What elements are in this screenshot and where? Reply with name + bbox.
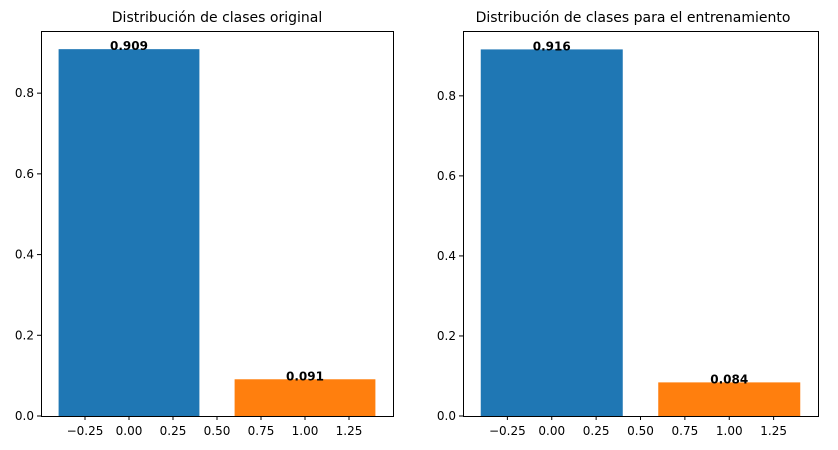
bar (480, 49, 623, 416)
x-tick-label: 0.25 (160, 424, 187, 438)
plot-area: −0.25 0.00 0.25 0.50 0.75 1.00 1.25 0.0 0.2 0.4 0.… (437, 31, 819, 438)
x-tick-label: 1.00 (716, 424, 743, 438)
data-label: 0.916 (533, 39, 571, 53)
y-tick-label: 0.8 (15, 86, 34, 100)
y-tick-label: 0.8 (437, 89, 456, 103)
y-tick-label: 0.4 (15, 248, 34, 262)
y-tick-label: 0.6 (15, 167, 34, 181)
y-tick-label: 0.2 (15, 328, 34, 342)
data-label: 0.084 (710, 372, 748, 386)
y-tick-label: 0.4 (437, 249, 456, 263)
plot-area: −0.25 0.00 0.25 0.50 0.75 1.00 1.25 0.0 0.2 0.4 0.… (15, 31, 394, 438)
x-tick-label: −0.25 (489, 424, 526, 438)
x-tick-label: 0.25 (583, 424, 610, 438)
x-tick-label: 1.25 (336, 424, 363, 438)
chart-title: Distribución de clases para el entrenami… (476, 10, 791, 26)
chart-right: Distribución de clases para el entrenami… (437, 10, 819, 438)
x-tick-label: 0.50 (627, 424, 654, 438)
y-tick-label: 0.6 (437, 169, 456, 183)
y-tick-label: 0.0 (15, 409, 34, 423)
bar (58, 49, 200, 417)
x-tick-label: 1.00 (292, 424, 319, 438)
chart-title: Distribución de clases original (112, 10, 322, 26)
data-label: 0.909 (110, 39, 148, 53)
x-tick-label: −0.25 (67, 424, 104, 438)
data-label: 0.091 (286, 369, 324, 383)
x-tick-label: 0.75 (248, 424, 275, 438)
x-tick-label: 0.50 (204, 424, 231, 438)
y-tick-label: 0.2 (437, 329, 456, 343)
x-tick-label: 0.75 (672, 424, 699, 438)
x-tick-label: 1.25 (760, 424, 787, 438)
x-tick-label: 0.00 (116, 424, 143, 438)
x-tick-label: 0.00 (538, 424, 565, 438)
y-tick-label: 0.0 (437, 409, 456, 423)
bar (658, 382, 801, 416)
chart-left: Distribución de clases original −0.25 0.0… (15, 10, 394, 438)
bar (234, 379, 376, 416)
